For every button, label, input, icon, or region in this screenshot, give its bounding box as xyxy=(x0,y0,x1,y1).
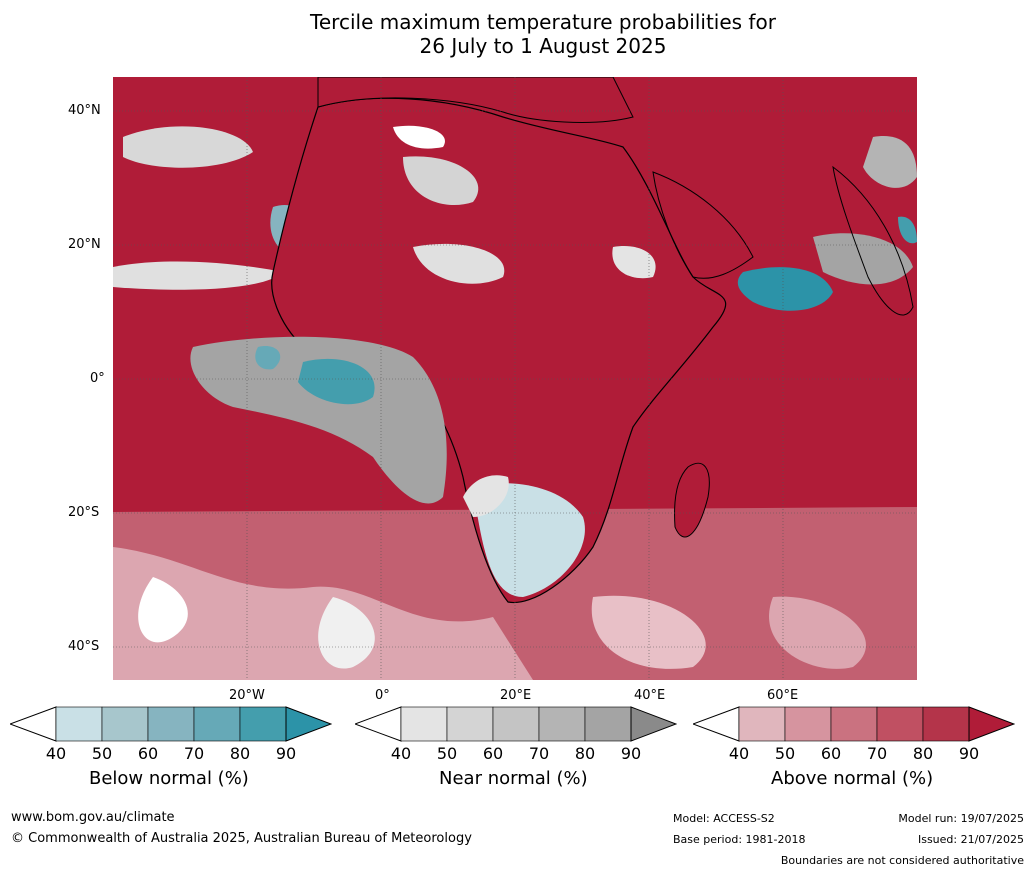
tick: 40 xyxy=(728,744,750,763)
lon-label-20e: 20°E xyxy=(500,688,532,703)
lat-label-40s: 40°S xyxy=(68,639,100,654)
tick: 50 xyxy=(436,744,458,763)
lat-label-20s: 20°S xyxy=(68,505,100,520)
lat-label-0: 0° xyxy=(90,371,105,386)
lat-label-40n: 40°N xyxy=(68,103,101,118)
tick: 60 xyxy=(137,744,159,763)
title-line-2: 26 July to 1 August 2025 xyxy=(419,34,667,58)
colorbar-above-label: Above normal (%) xyxy=(771,768,934,789)
tick: 80 xyxy=(912,744,934,763)
tick: 90 xyxy=(275,744,297,763)
issued-text: Issued: 21/07/2025 xyxy=(917,833,1024,846)
map-canvas xyxy=(113,77,917,680)
website-link[interactable]: www.bom.gov.au/climate xyxy=(11,810,175,825)
tick: 50 xyxy=(91,744,113,763)
colorbar-near-normal xyxy=(355,706,677,742)
colorbar-below-label: Below normal (%) xyxy=(89,768,249,789)
lat-label-20n: 20°N xyxy=(68,237,101,252)
disclaimer-text: Boundaries are not considered authoritat… xyxy=(780,854,1024,867)
model-run-text: Model run: 19/07/2025 xyxy=(898,812,1024,825)
lon-label-40e: 40°E xyxy=(634,688,666,703)
tick: 60 xyxy=(820,744,842,763)
tick: 70 xyxy=(528,744,550,763)
tick: 60 xyxy=(482,744,504,763)
model-text: Model: ACCESS-S2 xyxy=(673,812,775,825)
lon-label-20w: 20°W xyxy=(229,688,265,703)
colorbar-near-label: Near normal (%) xyxy=(439,768,588,789)
lon-label-60e: 60°E xyxy=(767,688,799,703)
tick: 40 xyxy=(45,744,67,763)
colorbar-below-normal xyxy=(10,706,332,742)
tick: 40 xyxy=(390,744,412,763)
tick: 50 xyxy=(774,744,796,763)
lon-label-0: 0° xyxy=(375,688,390,703)
base-period-text: Base period: 1981-2018 xyxy=(673,833,806,846)
tick: 80 xyxy=(574,744,596,763)
map-title: Tercile maximum temperature probabilitie… xyxy=(0,10,1035,58)
tick: 80 xyxy=(229,744,251,763)
colorbar-above-normal xyxy=(693,706,1015,742)
tick: 70 xyxy=(866,744,888,763)
probability-map xyxy=(113,77,917,680)
tick: 90 xyxy=(958,744,980,763)
copyright-text: © Commonwealth of Australia 2025, Austra… xyxy=(11,831,472,846)
tick: 70 xyxy=(183,744,205,763)
title-line-1: Tercile maximum temperature probabilitie… xyxy=(310,10,776,34)
tick: 90 xyxy=(620,744,642,763)
